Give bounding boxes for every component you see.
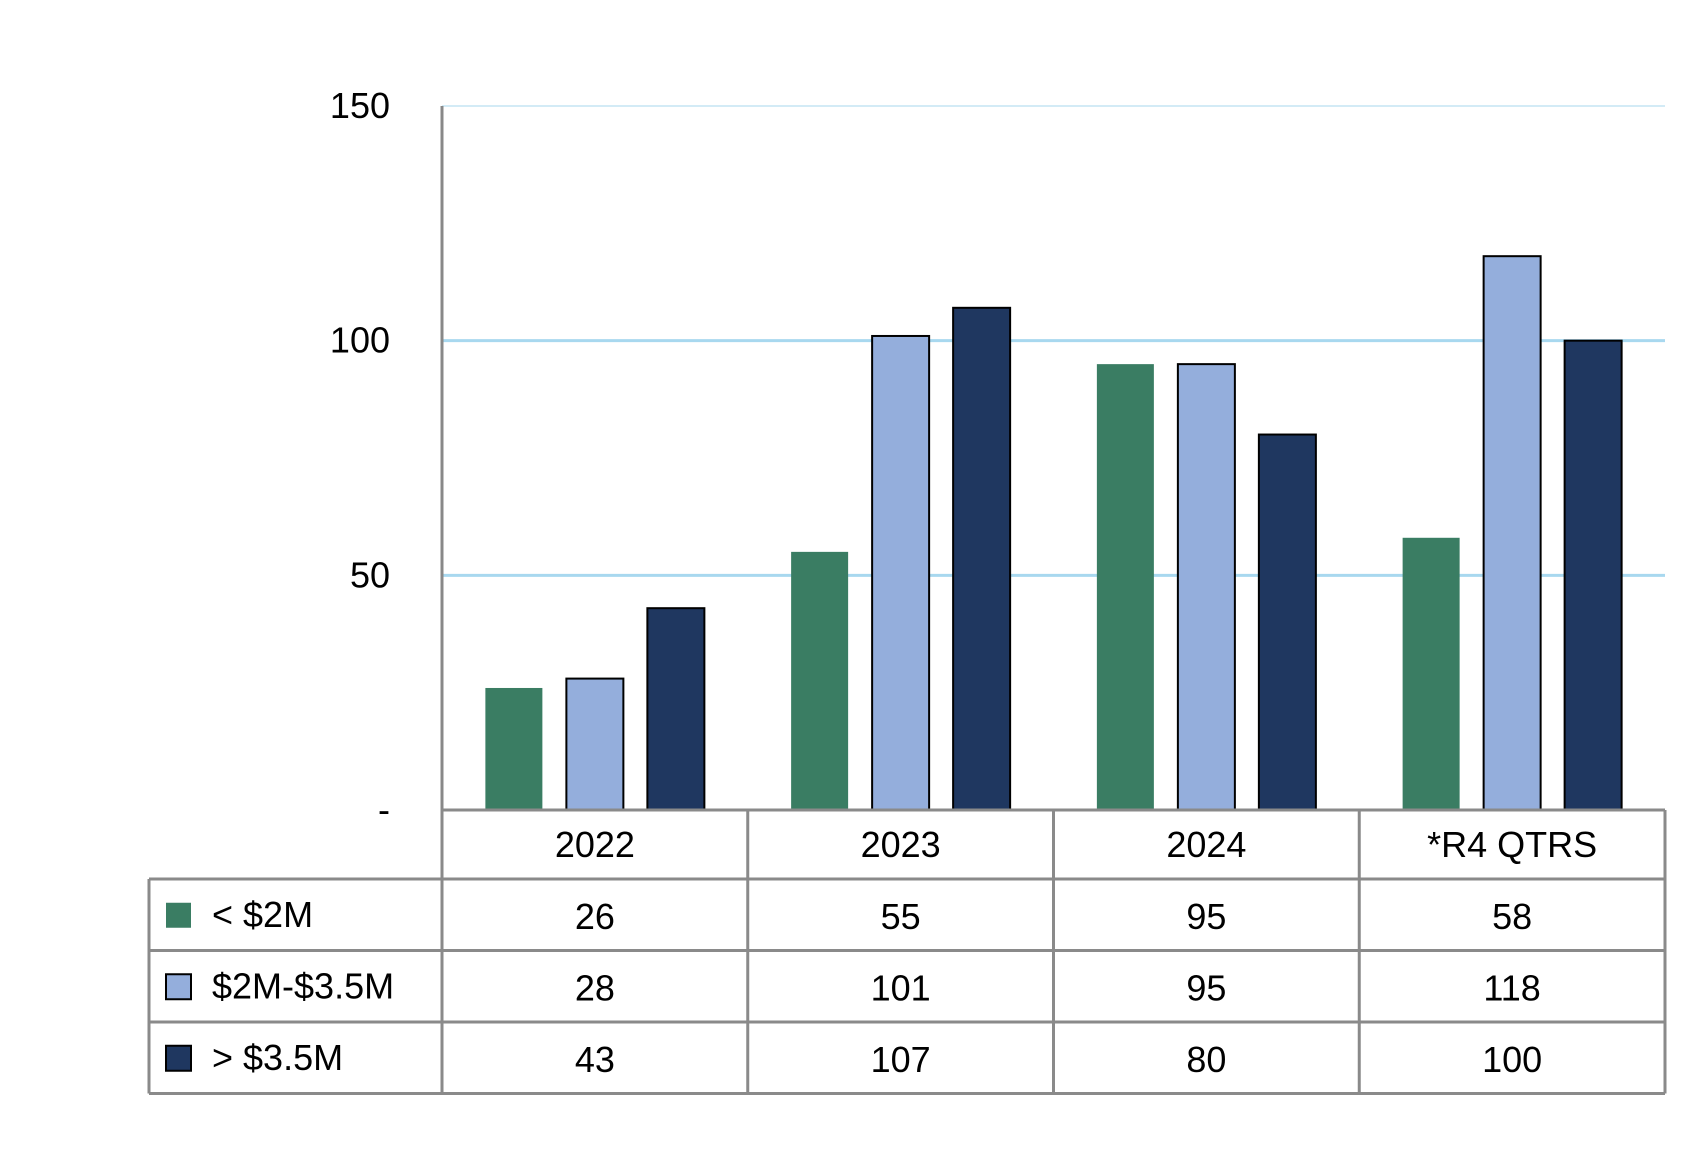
table-value: 28: [575, 967, 615, 1008]
table-value: 101: [871, 967, 931, 1008]
bar: [646, 607, 706, 811]
y-tick-label: -: [378, 789, 390, 830]
bar: [871, 334, 931, 811]
bar: [1176, 363, 1236, 811]
y-tick-label: 150: [330, 85, 390, 126]
bar: [565, 677, 625, 811]
category-label: 2023: [861, 824, 941, 865]
category-label: 2024: [1166, 824, 1246, 865]
category-label: 2022: [555, 824, 635, 865]
bar: [1563, 339, 1623, 811]
series-name: > $3.5M: [212, 1037, 343, 1078]
table-value: 80: [1186, 1039, 1226, 1080]
table-value: 43: [575, 1039, 615, 1080]
legend-swatch: [165, 1044, 192, 1072]
series-name: $2M-$3.5M: [212, 965, 394, 1006]
bar: [1482, 255, 1542, 812]
y-tick-label: 50: [350, 554, 390, 595]
bar: [1096, 364, 1154, 810]
bar: [952, 306, 1012, 811]
bars: [485, 255, 1623, 812]
table-value: 95: [1186, 896, 1226, 937]
table-value: 58: [1492, 896, 1532, 937]
y-tick-label: 100: [330, 320, 390, 361]
y-tick-labels: - 50 100 150: [330, 85, 390, 830]
table-value: 26: [575, 896, 615, 937]
table-value: 100: [1482, 1039, 1542, 1080]
table-value: 55: [881, 896, 921, 937]
bar: [791, 551, 849, 810]
bar: [485, 687, 543, 810]
series-name: < $2M: [212, 894, 313, 935]
data-table: 2022 2023 2024 *R4 QTRS < $2M 26 55 95 58 $2M-$3.…: [147, 808, 1667, 1095]
gridlines: [442, 105, 1665, 577]
category-label: *R4 QTRS: [1427, 824, 1597, 865]
table-value: 107: [871, 1039, 931, 1080]
bar: [1402, 537, 1460, 810]
legend-swatch: [166, 902, 191, 928]
table-value: 118: [1483, 967, 1540, 1008]
table-value: 95: [1186, 967, 1226, 1008]
legend-swatch: [165, 973, 192, 1001]
bar: [1257, 433, 1317, 811]
